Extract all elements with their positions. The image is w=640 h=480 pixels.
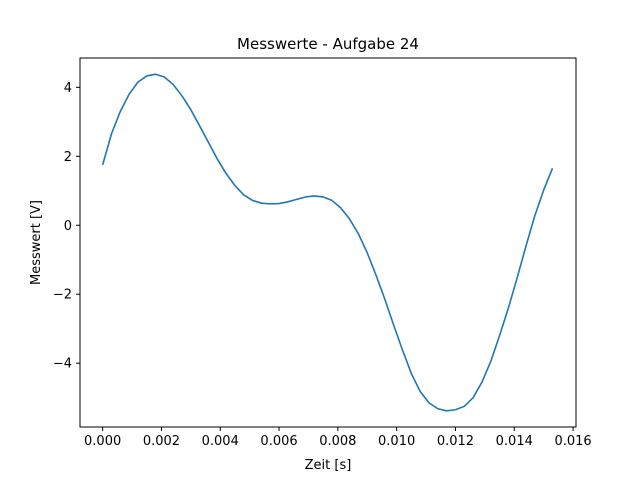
chart-title: Messwerte - Aufgabe 24: [237, 35, 419, 53]
x-axis: 0.000 0.002 0.004 0.006 0.008 0.010 0.012 0.014…: [84, 427, 592, 449]
y-axis-label: Messwert [V]: [29, 200, 44, 285]
y-tick-label: 4: [64, 81, 72, 96]
x-tick-label: 0.004: [202, 434, 239, 449]
x-tick-label: 0.012: [437, 434, 474, 449]
plot-area: [101, 73, 554, 412]
y-tick-label: 2: [64, 150, 72, 165]
series-line-0: [101, 73, 554, 412]
x-tick-label: 0.016: [554, 434, 591, 449]
y-tick-label: 0: [64, 219, 72, 234]
x-tick-label: 0.002: [143, 434, 180, 449]
x-tick-label: 0.000: [84, 434, 121, 449]
x-axis-label: Zeit [s]: [305, 458, 352, 473]
y-axis: −4 −2 0 2 4: [53, 81, 80, 372]
x-tick-label: 0.006: [260, 434, 297, 449]
x-tick-label: 0.008: [319, 434, 356, 449]
x-tick-label: 0.010: [378, 434, 415, 449]
y-tick-label: −4: [53, 357, 72, 372]
y-tick-label: −2: [53, 288, 72, 303]
x-tick-label: 0.014: [496, 434, 533, 449]
plot-frame: [79, 57, 577, 428]
